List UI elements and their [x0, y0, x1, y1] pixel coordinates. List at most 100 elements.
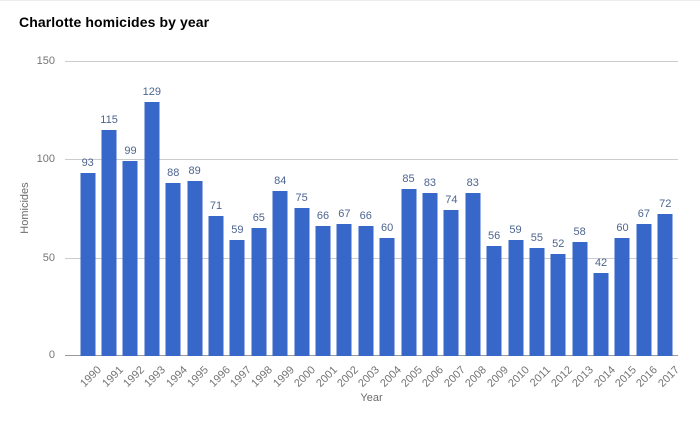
bar-1992[interactable] [122, 161, 138, 356]
bar-slot-1997: 59 1997 [227, 61, 254, 390]
x-tick-label-2003: 2003 [356, 364, 383, 390]
bar-1996[interactable] [208, 216, 224, 356]
x-tick-label-2006: 2006 [420, 364, 447, 390]
bar-1999[interactable] [272, 191, 288, 356]
bar-2010[interactable] [508, 240, 523, 356]
bar-2003[interactable] [358, 226, 374, 356]
x-tick-label-2001: 2001 [313, 364, 340, 390]
bar-value-label-2000: 75 [295, 192, 308, 204]
x-tick-label-1997: 1997 [228, 364, 254, 390]
bar-slot-2014: 42 2014 [590, 61, 618, 390]
y-tick-label-50: 50 [42, 252, 55, 264]
bar-slot-1998: 65 1998 [248, 61, 276, 390]
bar-value-label-2016: 67 [637, 208, 650, 220]
y-tick-label-0: 0 [48, 349, 55, 361]
bar-2011[interactable] [529, 248, 545, 356]
bar-2005[interactable] [401, 189, 417, 356]
bar-slot-1996: 71 1996 [205, 61, 233, 390]
y-tick-label-150: 150 [36, 55, 55, 67]
bar-slot-2017: 72 2017 [655, 61, 682, 390]
bar-slot-2001: 66 2001 [312, 61, 340, 390]
bar-slot-2016: 67 2016 [633, 61, 661, 390]
bar-value-label-2001: 66 [316, 210, 330, 222]
bar-2000[interactable] [294, 208, 310, 356]
bar-2016[interactable] [636, 224, 652, 356]
bar-value-label-1992: 99 [124, 145, 137, 157]
bar-value-label-2002: 67 [338, 208, 351, 220]
bar-value-label-1991: 115 [100, 114, 118, 126]
x-tick-label-1991: 1991 [99, 364, 126, 390]
bar-value-label-1990: 93 [81, 157, 94, 169]
bar-1994[interactable] [165, 183, 181, 356]
x-tick-label-2011: 2011 [528, 364, 554, 390]
x-tick-label-1996: 1996 [206, 364, 233, 390]
y-axis-title: Homicides [19, 182, 31, 234]
bar-value-label-2010: 59 [509, 224, 522, 236]
bar-value-label-2003: 66 [359, 210, 372, 222]
bar-2014[interactable] [593, 273, 609, 356]
x-tick-label-1999: 1999 [270, 364, 297, 390]
bar-value-label-2007: 74 [445, 194, 458, 206]
bar-value-label-1997: 59 [231, 224, 244, 236]
x-tick-label-2009: 2009 [484, 364, 511, 390]
bar-1995[interactable] [187, 181, 203, 356]
bar-slot-2011: 55 2011 [526, 61, 553, 389]
bar-2006[interactable] [422, 193, 438, 356]
bar-value-label-1998: 65 [252, 212, 265, 224]
bar-slot-2015: 60 2015 [612, 61, 639, 390]
bar-2008[interactable] [465, 193, 481, 356]
bar-1998[interactable] [251, 228, 267, 356]
bar-value-label-2014: 42 [594, 257, 608, 269]
bar-1997[interactable] [229, 240, 245, 356]
bar-value-label-2004: 60 [381, 222, 394, 234]
x-tick-label-1994: 1994 [163, 364, 190, 390]
bar-slot-2012: 52 2012 [548, 61, 575, 390]
bar-2015[interactable] [614, 238, 630, 356]
bar-slot-1990: 93 1990 [77, 61, 104, 390]
x-tick-label-2012: 2012 [548, 364, 575, 390]
bar-slot-2006: 83 2006 [419, 61, 447, 390]
bar-2009[interactable] [486, 246, 502, 356]
x-tick-label-2000: 2000 [292, 364, 319, 390]
bar-slot-1992: 99 1992 [120, 61, 147, 390]
bar-2001[interactable] [315, 226, 331, 356]
x-tick-label-1990: 1990 [78, 364, 105, 390]
bar-2002[interactable] [336, 224, 352, 356]
bar-value-label-2011: 55 [530, 232, 544, 244]
bar-value-label-2017: 72 [659, 198, 672, 210]
bar-value-label-2005: 85 [402, 173, 415, 185]
x-tick-label-2017: 2017 [655, 364, 682, 390]
bar-slot-2005: 85 2005 [398, 61, 425, 390]
y-tick-label-100: 100 [36, 153, 55, 165]
bar-slot-1993: 129 1993 [141, 61, 169, 390]
bar-1993[interactable] [144, 102, 160, 356]
bar-slot-2013: 58 2013 [569, 61, 596, 390]
bar-slot-2007: 74 2007 [441, 61, 468, 390]
chart-title: Charlotte homicides by year [19, 14, 210, 30]
bar-value-label-2012: 52 [552, 238, 565, 250]
bar-slot-1994: 88 1994 [163, 61, 190, 390]
x-tick-label-2010: 2010 [506, 364, 533, 390]
x-tick-label-1993: 1993 [142, 364, 169, 390]
bar-slot-1995: 89 1995 [184, 61, 211, 390]
bar-slot-2002: 67 2002 [334, 61, 361, 390]
x-tick-label-1995: 1995 [185, 364, 212, 390]
bar-slot-2000: 75 2000 [291, 61, 318, 390]
bar-2012[interactable] [550, 254, 566, 356]
bar-2004[interactable] [379, 238, 395, 356]
bar-value-label-1999: 84 [274, 175, 287, 187]
bar-2017[interactable] [657, 214, 673, 356]
bar-2013[interactable] [572, 242, 588, 356]
bar-1990[interactable] [80, 173, 96, 356]
x-tick-label-2016: 2016 [634, 364, 661, 390]
bar-1991[interactable] [101, 130, 117, 356]
x-tick-label-2005: 2005 [399, 364, 426, 390]
x-tick-label-2013: 2013 [570, 364, 597, 390]
bar-slot-2003: 66 2003 [355, 61, 382, 390]
bar-2007[interactable] [443, 210, 459, 356]
x-tick-label-2007: 2007 [442, 364, 468, 390]
bar-value-label-1995: 89 [188, 165, 201, 177]
x-tick-label-1992: 1992 [121, 364, 147, 390]
bar-value-label-2006: 83 [423, 177, 437, 189]
